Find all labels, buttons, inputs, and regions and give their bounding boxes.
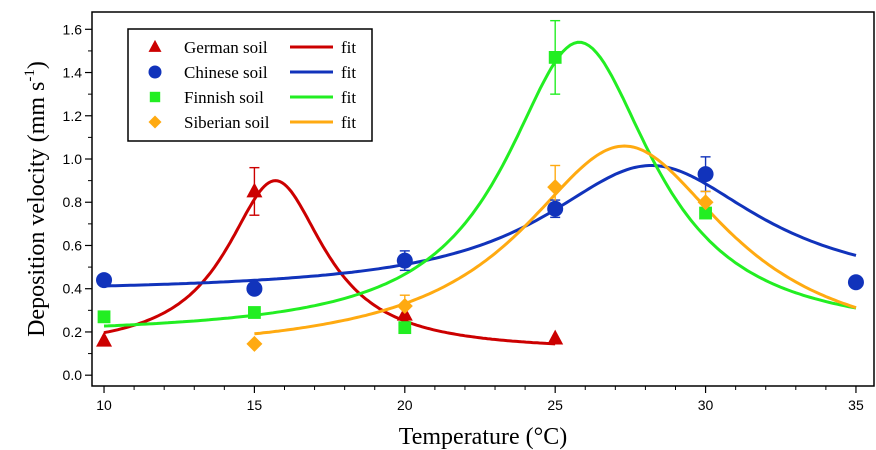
data-point-circle bbox=[148, 65, 162, 79]
data-point-circle bbox=[847, 274, 864, 291]
data-point-diamond bbox=[396, 298, 413, 315]
data-point-circle bbox=[246, 280, 263, 297]
legend-entry-label: Siberian soil bbox=[184, 113, 270, 132]
y-axis-title-superscript: -1 bbox=[22, 69, 38, 82]
legend-fit-label: fit bbox=[341, 63, 356, 82]
data-point-circle bbox=[396, 252, 413, 269]
legend-entry-label: Chinese soil bbox=[184, 63, 268, 82]
y-tick-label: 1.4 bbox=[63, 65, 83, 81]
legend-fit-label: fit bbox=[341, 113, 356, 132]
data-point-square bbox=[149, 91, 161, 103]
data-point-diamond bbox=[547, 179, 564, 196]
data-point-triangle bbox=[246, 182, 263, 198]
data-point-square bbox=[248, 306, 261, 319]
x-tick-label: 20 bbox=[397, 397, 413, 413]
y-tick-label: 1.2 bbox=[63, 108, 83, 124]
y-axis-ticks: 0.0 0.2 0.4 0.6 0.8 1.0 1.2 1.4 1.6 bbox=[63, 21, 92, 383]
data-point-triangle bbox=[96, 331, 113, 347]
y-tick-label: 0.0 bbox=[63, 367, 83, 383]
data-point-square bbox=[398, 321, 412, 335]
data-point-circle bbox=[697, 166, 714, 183]
x-tick-label: 30 bbox=[698, 397, 714, 413]
y-axis-title-close: ) bbox=[24, 61, 50, 69]
y-tick-label: 0.2 bbox=[63, 324, 83, 340]
x-tick-label: 35 bbox=[848, 397, 864, 413]
x-axis-ticks: 10 15 20 25 30 35 bbox=[96, 386, 864, 413]
legend-entry-label: German soil bbox=[184, 38, 268, 57]
x-tick-label: 15 bbox=[247, 397, 263, 413]
y-tick-label: 1.6 bbox=[63, 21, 83, 37]
fit-curve bbox=[103, 164, 857, 288]
data-point-square bbox=[97, 310, 111, 324]
y-tick-label: 1.0 bbox=[63, 151, 83, 167]
x-axis-title: Temperature (°C) bbox=[399, 424, 568, 450]
fit-curve bbox=[103, 40, 857, 328]
data-point-triangle bbox=[148, 39, 162, 52]
data-markers bbox=[96, 50, 864, 352]
data-point-square bbox=[548, 50, 562, 64]
plot-frame bbox=[91, 11, 875, 387]
legend-fit-label: fit bbox=[341, 38, 356, 57]
y-tick-label: 0.4 bbox=[63, 281, 83, 297]
data-point-diamond bbox=[697, 194, 714, 211]
y-axis-title: Deposition velocity (mm s-1) bbox=[22, 61, 50, 337]
legend-entry-label: Finnish soil bbox=[184, 88, 264, 107]
legend-fit-label: fit bbox=[341, 88, 356, 107]
data-point-circle bbox=[547, 200, 564, 217]
data-point-diamond bbox=[246, 335, 263, 352]
y-axis-title-main: Deposition velocity (mm s bbox=[24, 82, 50, 337]
fit-curve bbox=[103, 179, 556, 346]
data-point-diamond bbox=[148, 115, 162, 129]
x-tick-label: 25 bbox=[547, 397, 563, 413]
data-point-triangle bbox=[547, 329, 564, 345]
data-point-circle bbox=[96, 272, 113, 289]
x-tick-label: 10 bbox=[96, 397, 112, 413]
legend: German soil fit Chinese soil fit Finnish soi… bbox=[127, 28, 373, 142]
data-point-square bbox=[699, 206, 712, 220]
y-tick-label: 0.8 bbox=[63, 194, 83, 210]
y-tick-label: 0.6 bbox=[63, 237, 83, 253]
